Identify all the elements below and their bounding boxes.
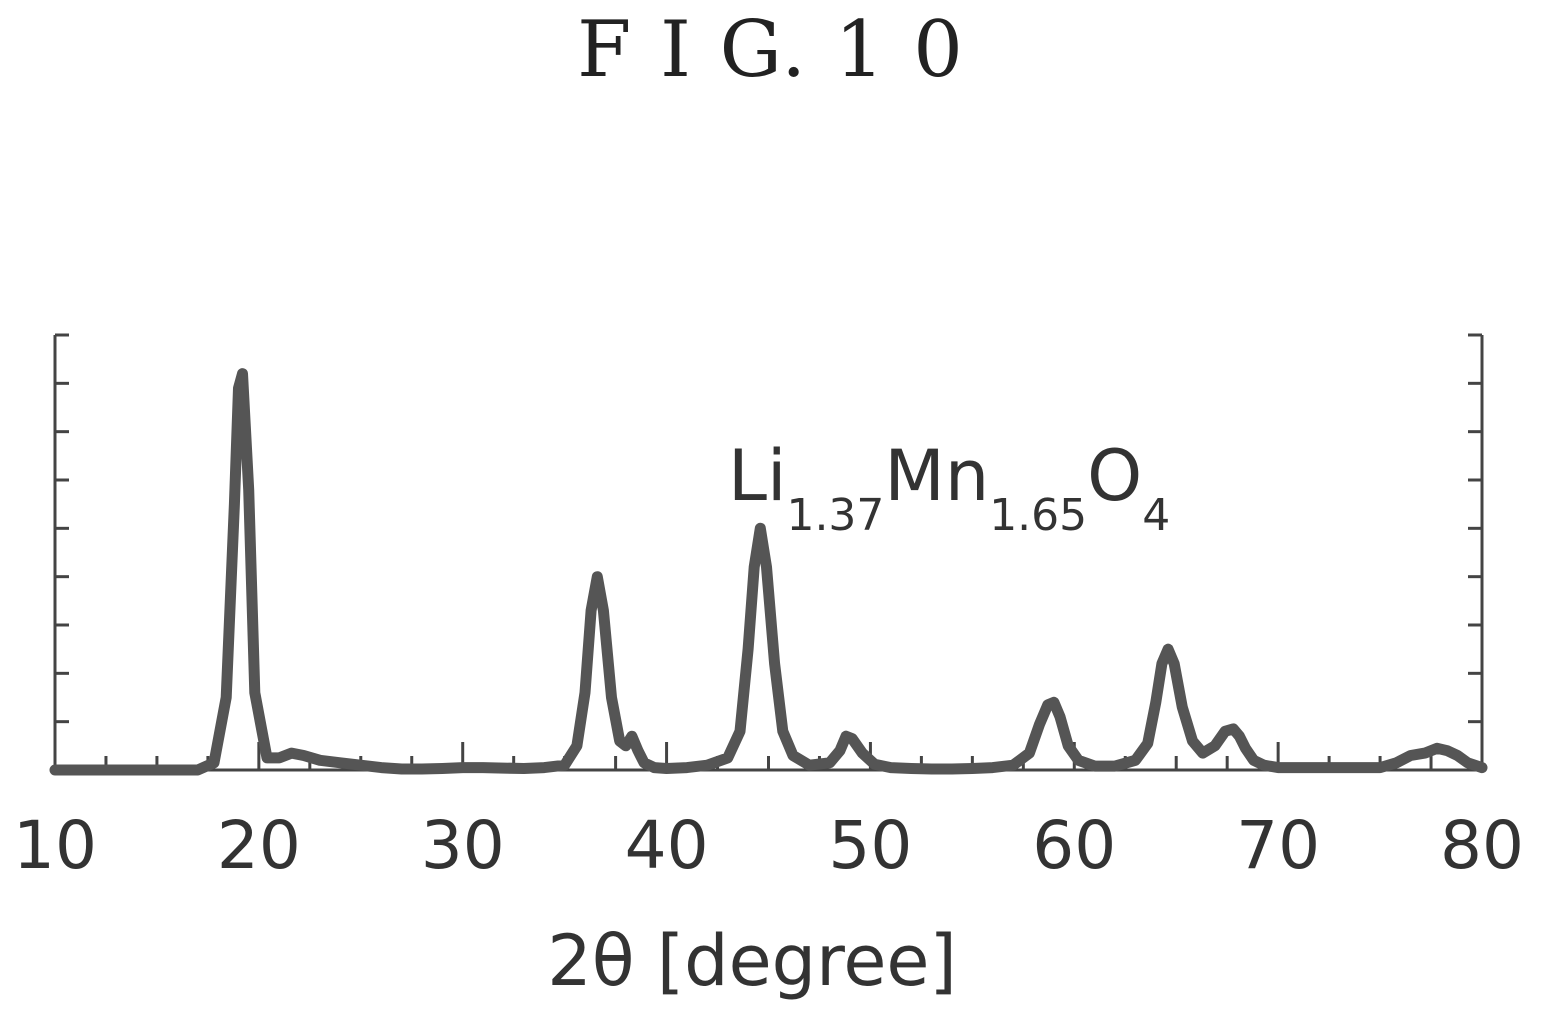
annotation-li: Li: [728, 435, 786, 517]
x-tick-label: 50: [828, 807, 912, 884]
x-tick-label: 40: [625, 807, 709, 884]
plot-area: 10 20 30 40 50 60 70 80: [13, 333, 1524, 884]
annotation-o: O: [1087, 435, 1142, 517]
diffraction-curve: [49, 368, 1488, 776]
annotation-sub-li: 1.37: [786, 490, 884, 541]
annotation-sub-mn: 1.65: [989, 490, 1087, 541]
x-axis-label: 2θ [degree]: [547, 920, 957, 1002]
x-tick-label: 60: [1032, 807, 1116, 884]
x-tick-label: 70: [1236, 807, 1320, 884]
figure-title: F I G. 1 0: [577, 5, 965, 95]
annotation-sub-o: 4: [1142, 490, 1170, 541]
annotation-mn: Mn: [884, 435, 989, 517]
x-tick-label: 20: [217, 807, 301, 884]
phase-annotation: Li1.37Mn1.65O4: [728, 435, 1170, 541]
y-ticks: [55, 333, 1482, 724]
x-tick-label: 80: [1440, 807, 1524, 884]
x-tick-labels: 10 20 30 40 50 60 70 80: [13, 807, 1524, 884]
x-tick-label: 30: [421, 807, 505, 884]
x-tick-label: 10: [13, 807, 97, 884]
